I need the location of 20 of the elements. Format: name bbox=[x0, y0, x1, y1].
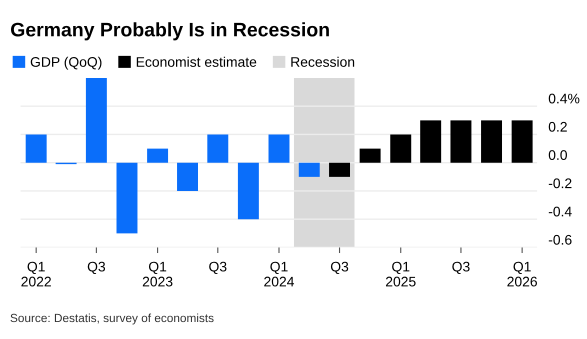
x-tick-label: Q3 bbox=[209, 262, 226, 274]
y-tick-label: -0.4 bbox=[548, 206, 572, 216]
legend-label: Recession bbox=[291, 56, 354, 67]
x-tick-label: Q1 2023 bbox=[142, 262, 172, 287]
chart-title: Germany Probably Is in Recession bbox=[11, 22, 329, 40]
y-tick-label: 0.0 bbox=[548, 150, 567, 160]
x-tick-label: Q3 bbox=[452, 262, 470, 274]
y-tick-label: -0.2 bbox=[548, 178, 572, 188]
x-tick-label: Q1 2022 bbox=[21, 262, 51, 287]
y-tick-label: -0.6 bbox=[548, 234, 572, 245]
legend-label: GDP (QoQ) bbox=[30, 56, 102, 70]
x-tick-label: Q1 2024 bbox=[264, 262, 294, 287]
y-tick-label: 0.4% bbox=[548, 94, 580, 104]
source-note: Source: Destatis, survey of economists bbox=[10, 313, 214, 324]
legend-label: Economist estimate bbox=[136, 56, 256, 67]
y-tick-label: 0.2 bbox=[548, 122, 567, 132]
x-tick-label: Q3 bbox=[88, 262, 106, 274]
x-tick-label: Q1 2025 bbox=[386, 262, 416, 287]
x-tick-label: Q1 2026 bbox=[507, 262, 537, 287]
x-tick-label: Q3 bbox=[330, 262, 348, 274]
